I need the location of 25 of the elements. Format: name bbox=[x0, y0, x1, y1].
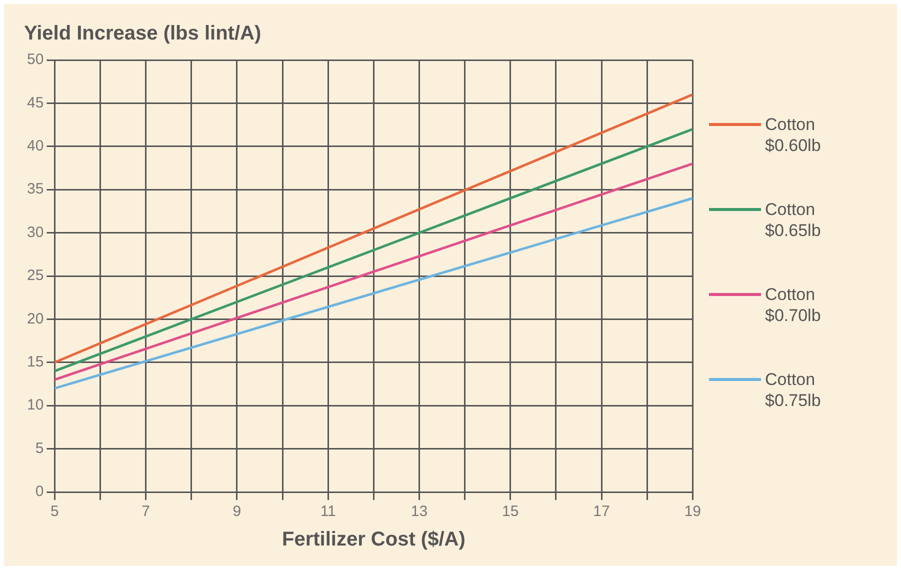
legend-label: Cotton $0.70lb bbox=[765, 284, 822, 326]
y-tick-label: 0 bbox=[35, 483, 44, 500]
y-tick-label: 45 bbox=[26, 94, 44, 112]
y-tick-label: 10 bbox=[26, 396, 44, 414]
x-axis-title: Fertilizer Cost ($/A) bbox=[282, 528, 466, 551]
legend-label: Cotton $0.75lb bbox=[765, 369, 822, 411]
x-tick-label: 7 bbox=[142, 503, 150, 520]
x-tick-label: 19 bbox=[684, 503, 701, 520]
x-tick-label: 11 bbox=[320, 503, 336, 520]
y-tick-label: 50 bbox=[26, 51, 44, 68]
y-tick-label: 15 bbox=[26, 354, 44, 371]
legend-label: Cotton $0.65lb bbox=[765, 199, 822, 241]
y-tick-label: 30 bbox=[26, 224, 44, 241]
x-tick-label: 5 bbox=[50, 503, 59, 520]
y-tick-label: 40 bbox=[26, 138, 44, 155]
legend-label: Cotton $0.60lb bbox=[765, 114, 822, 156]
y-tick-label: 25 bbox=[26, 267, 44, 284]
x-tick-label: 15 bbox=[502, 503, 519, 520]
x-tick-label: 17 bbox=[593, 503, 610, 520]
y-tick-label: 20 bbox=[26, 310, 44, 328]
y-tick-label: 35 bbox=[26, 180, 44, 198]
y-axis-title: Yield Increase (lbs lint/A) bbox=[24, 22, 262, 45]
x-tick-label: 9 bbox=[232, 503, 242, 520]
y-tick-label: 5 bbox=[35, 440, 44, 457]
x-tick-label: 13 bbox=[410, 503, 428, 520]
